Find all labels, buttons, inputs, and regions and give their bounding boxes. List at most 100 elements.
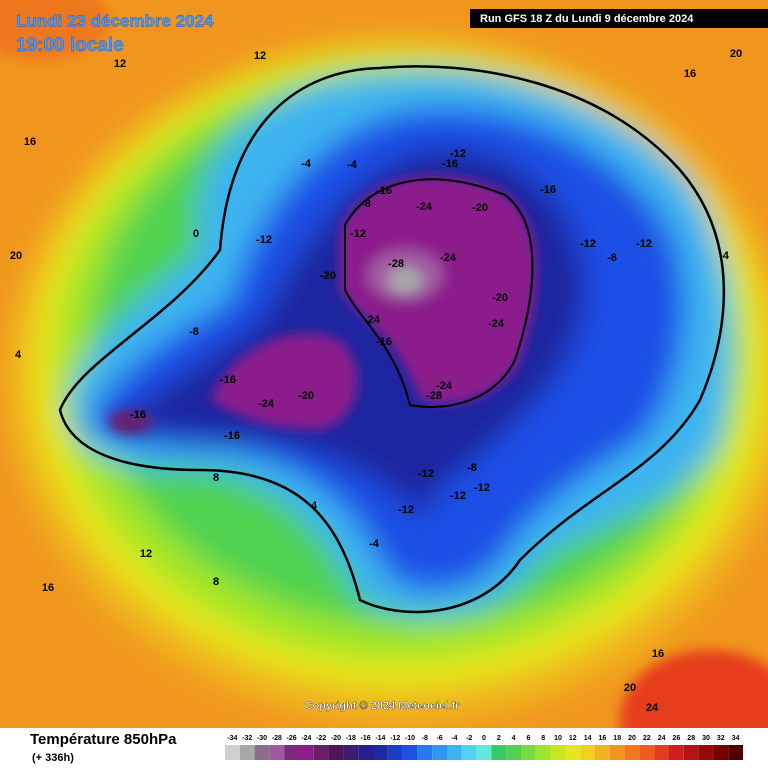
scale-swatch [580,745,595,760]
scale-label: -34 [227,735,237,742]
scale-swatch [713,745,729,760]
scale-label: 0 [482,735,486,742]
scale-label: -8 [422,735,428,742]
scale-label: 22 [643,735,651,742]
contour-label: -12 [418,468,434,480]
scale-swatch [476,745,492,760]
contour-label: 20 [730,48,742,60]
scale-label: 14 [584,735,592,742]
scale-swatch [535,745,551,760]
scale-label: -24 [301,735,311,742]
scale-swatch [284,745,299,760]
scale-label: -6 [436,735,442,742]
header: Lundi 23 décembre 2024 19:00 locale Run … [16,9,768,56]
scale-swatch [565,745,581,760]
contour-label: -12 [398,504,414,516]
scale-label: -18 [346,735,356,742]
scale-swatch [269,745,285,760]
contour-label: 20 [624,682,636,694]
scale-swatch [402,745,418,760]
scale-swatch [313,745,329,760]
contour-label: 12 [140,548,152,560]
scale-label: 6 [526,735,530,742]
contour-label: -16 [224,430,240,442]
scale-swatch [595,745,610,760]
scale-swatch [225,745,240,760]
scale-swatch [506,745,521,760]
scale-swatch [654,745,669,760]
scale-label: -32 [242,735,252,742]
contour-label: -20 [320,270,336,282]
scale-label: 32 [717,735,725,742]
contour-label: -16 [376,185,392,197]
contour-label: -12 [474,482,490,494]
contour-label: -12 [450,148,466,160]
contour-label: 24 [646,702,659,714]
contour-label: 20 [10,250,22,262]
scale-label: 24 [658,735,666,742]
contour-label: 16 [24,136,36,148]
contour-label: -24 [364,314,381,326]
lead-time: (+ 336h) [32,752,74,764]
contour-label: 16 [652,648,664,660]
contour-label: -20 [492,292,508,304]
contour-label: -8 [467,462,477,474]
contour-label: -12 [256,234,272,246]
contour-labels: -28-24-24-24 -24-24-28-20-20-20-16-16-16-… [10,48,742,714]
local-time: 19:00 locale [16,35,124,56]
scale-label: -2 [466,735,472,742]
scale-label: -10 [405,735,415,742]
contour-label: -16 [220,374,236,386]
scale-swatch [358,745,373,760]
contour-label: -20 [298,390,314,402]
scale-swatch [254,745,270,760]
scale-swatch [417,745,433,760]
scale-swatch [239,745,255,760]
scale-swatch [461,745,477,760]
run-info: Run GFS 18 Z du Lundi 9 décembre 2024 [480,13,694,25]
scale-label: 28 [687,735,695,742]
scale-swatch [373,745,388,760]
scale-label: 34 [732,735,740,742]
scale-label: 4 [512,735,516,742]
contour-label: -24 [440,252,457,264]
scale-label: 8 [541,735,545,742]
contour-label: -16 [442,158,458,170]
contour-label: 16 [684,68,696,80]
scale-label: -14 [375,735,385,742]
contour-label: 4 [311,500,318,512]
contour-label: -28 [426,390,442,402]
scale-label: -30 [257,735,267,742]
scale-label: 30 [702,735,710,742]
contour-label: -20 [472,202,488,214]
contour-label: -28 [388,258,404,270]
scale-label: -22 [316,735,326,742]
contour-label: -16 [130,409,146,421]
contour-label: -24 [436,380,453,392]
contour-label: -12 [636,238,652,250]
scale-label: 12 [569,735,577,742]
contour-label: -8 [189,326,199,338]
scale-swatch [343,745,359,760]
scale-label: 10 [554,735,562,742]
contour-label: 8 [213,576,219,588]
copyright: Copyright © 2024 Meteociel.fr [305,700,461,712]
contour-label: 12 [254,50,266,62]
scale-swatch [550,745,566,760]
scale-swatch [624,745,640,760]
scale-label: 26 [673,735,681,742]
contour-label: -12 [450,490,466,502]
contour-label: -4 [347,159,358,171]
contour-label: -4 [719,250,730,262]
scale-label: 16 [599,735,607,742]
field-title: Température 850hPa [30,731,177,748]
contour-label: 8 [213,472,219,484]
contour-label: -24 [416,201,433,213]
scale-label: -4 [451,735,457,742]
contour-label: -8 [361,198,371,210]
date: Lundi 23 décembre 2024 [16,11,214,30]
scale-swatch [639,745,655,760]
contour-label: -24 [258,398,275,410]
scale-swatch [328,745,344,760]
